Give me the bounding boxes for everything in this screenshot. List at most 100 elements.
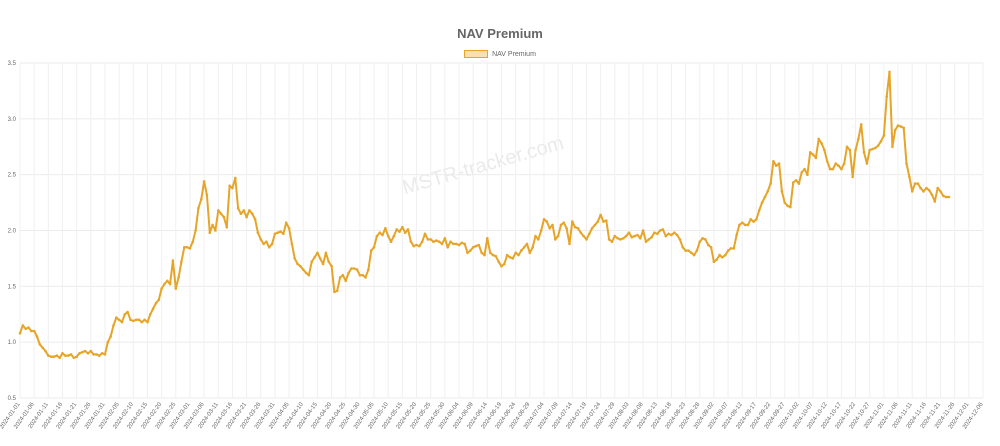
data-point bbox=[143, 318, 146, 322]
data-point bbox=[446, 246, 450, 249]
data-point bbox=[803, 167, 806, 171]
data-point bbox=[704, 238, 707, 241]
data-point bbox=[293, 257, 297, 260]
data-point bbox=[279, 230, 282, 233]
data-point bbox=[486, 237, 489, 240]
data-point bbox=[245, 215, 248, 219]
data-point bbox=[61, 352, 64, 355]
data-point bbox=[823, 148, 826, 152]
data-point bbox=[375, 234, 379, 238]
data-point bbox=[228, 184, 231, 188]
data-point bbox=[197, 206, 200, 210]
data-point bbox=[899, 125, 903, 128]
data-point bbox=[551, 223, 554, 227]
data-point bbox=[545, 220, 549, 223]
data-point bbox=[112, 324, 115, 327]
data-point bbox=[627, 231, 631, 234]
data-point bbox=[466, 251, 469, 255]
data-point bbox=[117, 318, 121, 322]
data-point bbox=[177, 276, 180, 279]
data-point bbox=[409, 240, 413, 243]
data-point bbox=[367, 268, 370, 271]
data-point bbox=[919, 186, 922, 190]
data-point bbox=[420, 240, 424, 243]
data-point bbox=[205, 193, 209, 197]
data-point bbox=[879, 139, 883, 143]
data-point bbox=[602, 220, 605, 223]
data-point bbox=[98, 354, 101, 357]
data-point bbox=[304, 271, 308, 275]
data-point bbox=[531, 246, 534, 249]
data-point bbox=[573, 225, 577, 229]
data-point bbox=[525, 242, 529, 246]
data-point bbox=[457, 243, 461, 247]
data-point bbox=[845, 145, 849, 149]
data-point bbox=[905, 162, 908, 165]
data-point bbox=[593, 223, 597, 227]
data-point bbox=[517, 253, 520, 257]
data-point bbox=[120, 320, 124, 324]
data-point bbox=[318, 257, 322, 260]
data-point bbox=[350, 267, 353, 270]
data-point bbox=[483, 253, 486, 257]
data-point bbox=[301, 268, 305, 271]
data-point bbox=[910, 190, 914, 193]
data-point bbox=[217, 209, 220, 212]
data-point bbox=[469, 249, 472, 252]
data-point bbox=[234, 176, 237, 180]
data-point bbox=[191, 240, 195, 243]
data-point bbox=[151, 307, 155, 311]
data-point bbox=[44, 349, 47, 353]
data-point bbox=[871, 147, 874, 151]
data-point bbox=[401, 225, 404, 229]
data-point bbox=[412, 244, 416, 248]
data-point bbox=[585, 238, 588, 241]
data-point bbox=[21, 324, 25, 327]
data-point bbox=[168, 282, 172, 286]
data-point bbox=[670, 233, 673, 237]
data-point bbox=[692, 253, 696, 257]
data-point bbox=[755, 218, 758, 221]
data-point bbox=[820, 142, 823, 145]
y-tick-label: 0.5 bbox=[8, 396, 17, 402]
data-point bbox=[817, 137, 820, 141]
data-point bbox=[185, 246, 189, 249]
data-point bbox=[746, 223, 750, 227]
legend[interactable]: NAV Premium bbox=[0, 50, 1000, 58]
y-tick-label: 2.5 bbox=[8, 173, 17, 179]
data-point bbox=[800, 171, 803, 174]
data-point bbox=[126, 310, 129, 314]
data-point bbox=[859, 123, 863, 126]
data-point bbox=[316, 251, 319, 255]
data-point bbox=[749, 218, 752, 221]
data-point bbox=[64, 354, 67, 357]
data-point bbox=[769, 182, 772, 185]
data-point bbox=[72, 356, 76, 360]
data-point bbox=[335, 289, 339, 293]
data-point bbox=[828, 167, 832, 171]
data-point bbox=[160, 287, 163, 290]
data-point bbox=[134, 318, 138, 322]
data-point bbox=[471, 246, 475, 249]
data-point bbox=[797, 182, 801, 185]
data-point bbox=[41, 346, 44, 350]
data-point bbox=[741, 221, 744, 224]
data-point bbox=[701, 237, 704, 240]
data-point bbox=[610, 240, 614, 243]
data-point bbox=[565, 227, 568, 230]
data-point bbox=[222, 215, 226, 219]
data-point bbox=[437, 240, 441, 243]
data-point bbox=[735, 233, 738, 237]
data-point bbox=[571, 220, 574, 223]
data-point bbox=[548, 227, 551, 230]
data-point bbox=[435, 239, 438, 242]
data-point bbox=[83, 349, 87, 353]
data-point bbox=[270, 242, 274, 246]
data-point bbox=[81, 350, 84, 354]
data-point bbox=[30, 329, 33, 333]
data-point bbox=[248, 209, 251, 212]
y-tick-label: 1.5 bbox=[8, 284, 17, 290]
data-point bbox=[876, 144, 880, 147]
data-point bbox=[341, 273, 345, 277]
